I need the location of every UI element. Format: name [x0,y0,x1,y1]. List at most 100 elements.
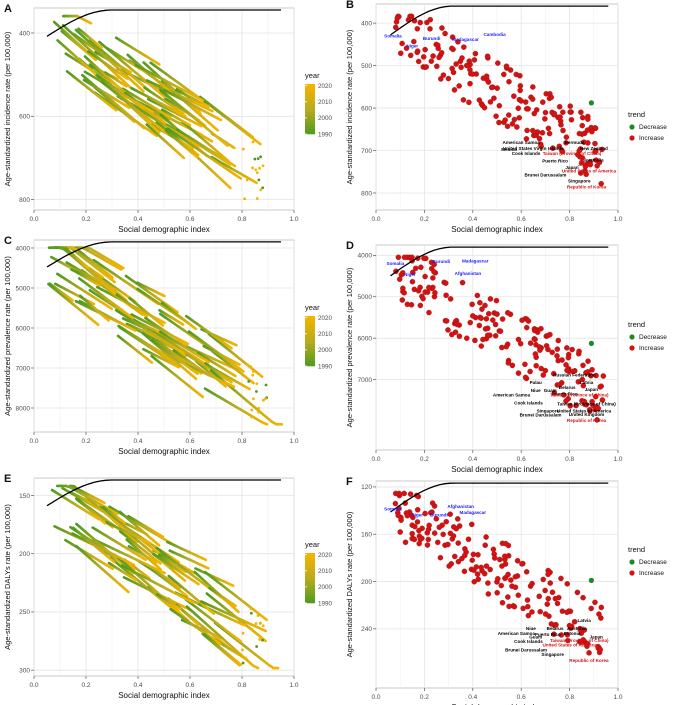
legend-color-step [305,318,315,322]
country-point [563,134,570,140]
country-point [475,551,481,558]
country-point [579,398,585,404]
country-label: Niger [406,44,418,49]
country-point [530,84,536,90]
trajectory-segment [153,126,161,134]
country-point [540,372,547,378]
legend-label: 2010 [318,331,333,338]
trajectory-segment [96,283,101,287]
country-point [499,563,505,569]
country-point [424,542,431,548]
legend-key [629,570,635,576]
country-point [524,597,531,603]
country-point [487,296,494,302]
country-point [559,357,565,363]
trajectory-segment [91,70,97,76]
country-point [499,599,506,606]
panel-letter: B [346,0,354,11]
y-tick-label: 6000 [358,335,373,342]
country-point [523,136,530,142]
trajectory-segment [123,587,130,594]
legend-color-step [305,563,315,566]
trajectory-segment [91,55,98,62]
panel-a: 0.0 0.2 0.4 0.6 0.8 1.0 400 600 800 Social demogr… [3,3,333,234]
trajectory-segment [229,583,235,587]
country-point [433,515,440,522]
x-tick-label: 0.6 [185,438,194,445]
legend-color-step [305,316,315,319]
country-point [434,63,440,70]
trajectory-point [251,373,255,377]
y-tick-label: 6000 [16,325,31,332]
legend-key [629,334,635,340]
country-point [580,594,586,601]
legend-color-step [305,588,315,591]
legend-color-step [305,341,315,344]
country-point [549,589,556,596]
country-point [515,370,522,376]
country-point [443,292,449,299]
x-tick-label: 0.6 [185,682,194,689]
x-tick-label: 1.0 [613,694,622,701]
country-point [600,373,607,379]
trajectory-segment [190,374,198,381]
legend-color-step [305,558,315,561]
country-label: Burundi [423,36,441,41]
y-axis-title: Age-standardized prevalence rate (per 10… [3,256,12,416]
x-tick-label: 0.0 [371,456,380,463]
country-point [515,336,522,343]
legend-color-step [305,595,315,599]
country-point [483,73,490,80]
country-point [469,521,475,528]
country-label: Somalia [384,507,402,512]
country-label: Puerto Rico [535,632,561,637]
country-point [422,510,428,517]
country-point [597,646,603,653]
trajectory-segment [186,598,195,604]
country-point [415,58,422,65]
country-point [574,589,581,596]
country-point [536,135,543,142]
y-tick-label: 5000 [358,294,373,301]
country-point [393,24,399,31]
country-label: United States Virgin Islands [503,146,564,151]
trajectory-segment [94,515,101,521]
legend-color-step [305,353,315,357]
trajectory-segment [127,313,135,320]
country-point [511,116,518,123]
expected-frontier-curve [390,246,609,277]
country-point [478,343,485,349]
trajectory-point [243,197,247,201]
country-point [409,278,416,285]
x-axis-title: Social demographic index [451,703,543,705]
trajectory-point [261,638,264,642]
trajectory-segment [126,69,133,74]
x-tick-label: 0.4 [133,438,142,445]
country-point [508,577,514,583]
trajectory-segment [182,340,190,346]
trajectory-segment [181,341,187,347]
x-tick-label: 1.0 [289,438,298,445]
legend-color-step [305,89,315,92]
legend-color-step [305,361,315,364]
country-point [565,637,571,644]
expected-frontier-curve [390,5,609,36]
country-point [589,398,595,405]
x-tick-label: 0.4 [133,682,142,689]
country-label: Bermuda [564,140,584,145]
trajectory-point [250,627,254,631]
country-point [494,311,500,317]
country-point [467,66,473,73]
country-label: Madagascar [452,37,479,42]
country-point [430,275,436,281]
country-point [505,594,511,600]
country-point [532,351,539,357]
country-point [560,109,566,115]
country-point [471,578,478,585]
country-point [392,490,399,497]
trajectory-segment [174,364,181,369]
trajectory-segment [183,593,189,598]
country-point [577,170,584,176]
country-point [589,128,595,135]
country-point [404,301,411,308]
